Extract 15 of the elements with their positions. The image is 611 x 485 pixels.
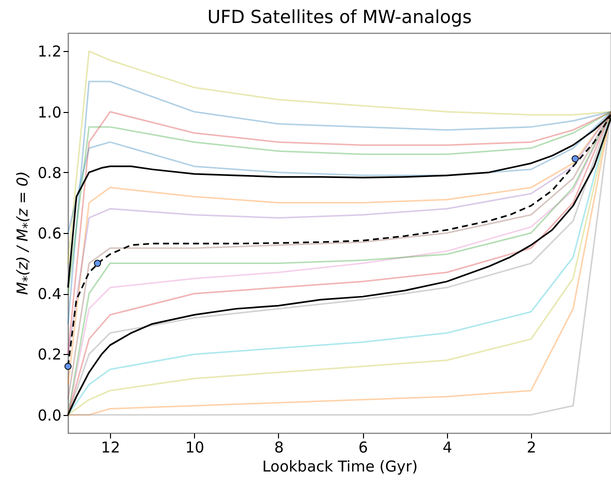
y-tick-label: 0.2 (38, 346, 62, 364)
y-tick-label: 1.2 (38, 42, 62, 61)
x-tick-label: 4 (442, 438, 452, 456)
y-tick-label: 0.8 (38, 164, 62, 182)
chart-title: UFD Satellites of MW-analogs (207, 7, 472, 28)
x-axis-title: Lookback Time (Gyr) (262, 458, 418, 476)
x-tick-label: 10 (185, 438, 204, 456)
y-tick-label: 1.0 (38, 103, 62, 122)
y-tick-label: 0.0 (38, 406, 62, 424)
y-tick-label: 0.4 (38, 285, 62, 304)
x-tick-label: 12 (101, 438, 120, 456)
y-tick-label: 0.6 (38, 224, 62, 242)
x-tick-label: 8 (274, 438, 284, 456)
x-tick-label: 2 (526, 438, 536, 456)
x-tick-label: 6 (358, 438, 368, 456)
